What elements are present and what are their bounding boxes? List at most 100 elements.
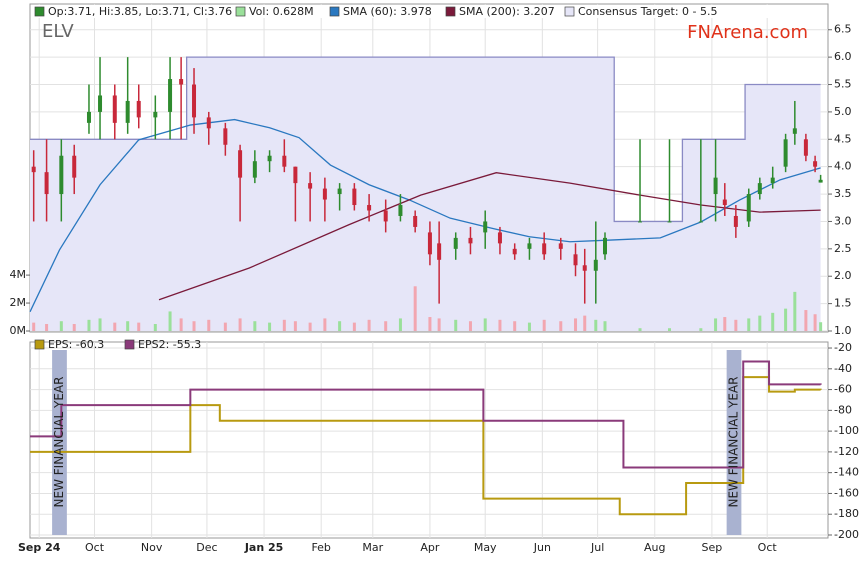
legend-label: Consensus Target: 0 - 5.5 [578, 5, 717, 18]
candle-body [527, 243, 532, 249]
volume-bar [45, 324, 49, 331]
candle-body [398, 205, 403, 216]
volume-bar [308, 322, 312, 331]
volume-bar [192, 321, 196, 331]
volume-bar [771, 312, 775, 331]
volume-bar [542, 319, 546, 331]
volume-bar [714, 318, 718, 331]
candle-body [293, 166, 298, 184]
candle-body [468, 237, 473, 244]
volume-bar [338, 321, 342, 331]
volume-bar [323, 318, 327, 331]
y-tick-label: 5.5 [834, 78, 852, 91]
candle-body [322, 188, 327, 200]
volume-bar [153, 324, 157, 331]
x-tick-label: Jan 25 [244, 541, 283, 554]
annotation-label: NEW FINANCIAL YEAR [727, 377, 741, 508]
y-tick-label: 4.0 [834, 160, 852, 173]
volume-bar [454, 319, 458, 331]
volume-bar [32, 322, 36, 331]
legend-label: EPS: -60.3 [48, 338, 104, 351]
candle-body [573, 254, 578, 266]
layers: Sep 24 Oct Nov Dec Jan 25 Feb Mar Apr May Jun Jul A… [10, 4, 859, 554]
y-tick-label: 5.0 [834, 105, 852, 118]
target-line [30, 56, 821, 223]
volume-bar [367, 319, 371, 331]
volume-bar [268, 322, 272, 331]
marks-layer [29, 57, 823, 516]
volume-bar [253, 321, 257, 331]
volume-bar [168, 311, 172, 331]
x-tick-label: Jul [590, 541, 604, 554]
volume-tick-label: 0M [10, 324, 27, 337]
volume-bar [723, 317, 727, 331]
candle-body [223, 128, 228, 145]
candle-body [72, 155, 77, 178]
volume-bar [293, 321, 297, 331]
candle-body [582, 265, 587, 271]
volume-bar [428, 317, 432, 331]
volume-bar [498, 319, 502, 331]
x-tick-label: Oct [758, 541, 778, 554]
legend-label: Vol: 0.628M [249, 5, 314, 18]
legend-label: EPS2: -55.3 [138, 338, 201, 351]
candle-body [44, 172, 49, 195]
y-tick-label: 3.5 [834, 187, 852, 200]
sma-line [158, 172, 821, 301]
volume-bar [734, 319, 738, 331]
candle-body [282, 155, 287, 167]
candle-body [367, 205, 372, 211]
candle-body [337, 188, 342, 195]
candle-body [813, 161, 818, 167]
legend-label: Op:3.71, Hi:3.85, Lo:3.71, Cl:3.76 [48, 5, 232, 18]
candle-body [558, 243, 563, 249]
candle-body [638, 221, 643, 223]
x-tick-label: Mar [362, 541, 383, 554]
candle-body [267, 155, 272, 162]
y-tick-label: 6.0 [834, 50, 852, 63]
candle-body [818, 179, 823, 183]
y-tick-label: 4.5 [834, 132, 852, 145]
volume-bar [747, 318, 751, 331]
annotation-band [52, 350, 67, 535]
volume-bar [98, 318, 102, 331]
volume-bar [603, 321, 607, 331]
y-tick-label: -40 [834, 362, 852, 375]
y-tick-label: 6.5 [834, 23, 852, 36]
y-tick-label: 2.5 [834, 242, 852, 255]
volume-bar [207, 319, 211, 331]
candle-body [667, 221, 672, 223]
y-tick-label: -100 [834, 424, 859, 437]
candle-body [803, 139, 808, 156]
watermark: FNArena.com [687, 22, 808, 43]
y-tick-label: 2.0 [834, 269, 852, 282]
y-tick-label: -200 [834, 528, 859, 541]
candle-body [698, 221, 703, 223]
volume-bar [413, 286, 417, 331]
volume-bar [559, 321, 563, 331]
eps-panel [29, 341, 829, 539]
candle-body [98, 95, 103, 112]
x-tick-label: Nov [141, 541, 163, 554]
volume-bar [583, 315, 587, 331]
legend-label: SMA (60): 3.978 [343, 5, 432, 18]
annotation-label: NEW FINANCIAL YEAR [52, 377, 66, 508]
volume-bar [126, 321, 130, 331]
candle-body [733, 215, 738, 227]
legend-swatch [445, 6, 456, 17]
x-tick-label: Aug [644, 541, 665, 554]
candle-body [722, 199, 727, 206]
candle-body [593, 259, 598, 271]
candle-body [168, 79, 173, 112]
volume-bar [59, 321, 63, 331]
y-tick-label: -60 [834, 383, 852, 396]
candle-body [179, 79, 184, 85]
volume-tick-label: 2M [10, 296, 27, 309]
y-tick-label: -80 [834, 403, 852, 416]
y-tick-label: -140 [834, 466, 859, 479]
label-layer: Sep 24 Oct Nov Dec Jan 25 Feb Mar Apr May Jun Jul A… [10, 5, 859, 554]
candle-body [352, 188, 357, 206]
legend-swatch [329, 6, 340, 17]
candle-body [238, 150, 243, 178]
